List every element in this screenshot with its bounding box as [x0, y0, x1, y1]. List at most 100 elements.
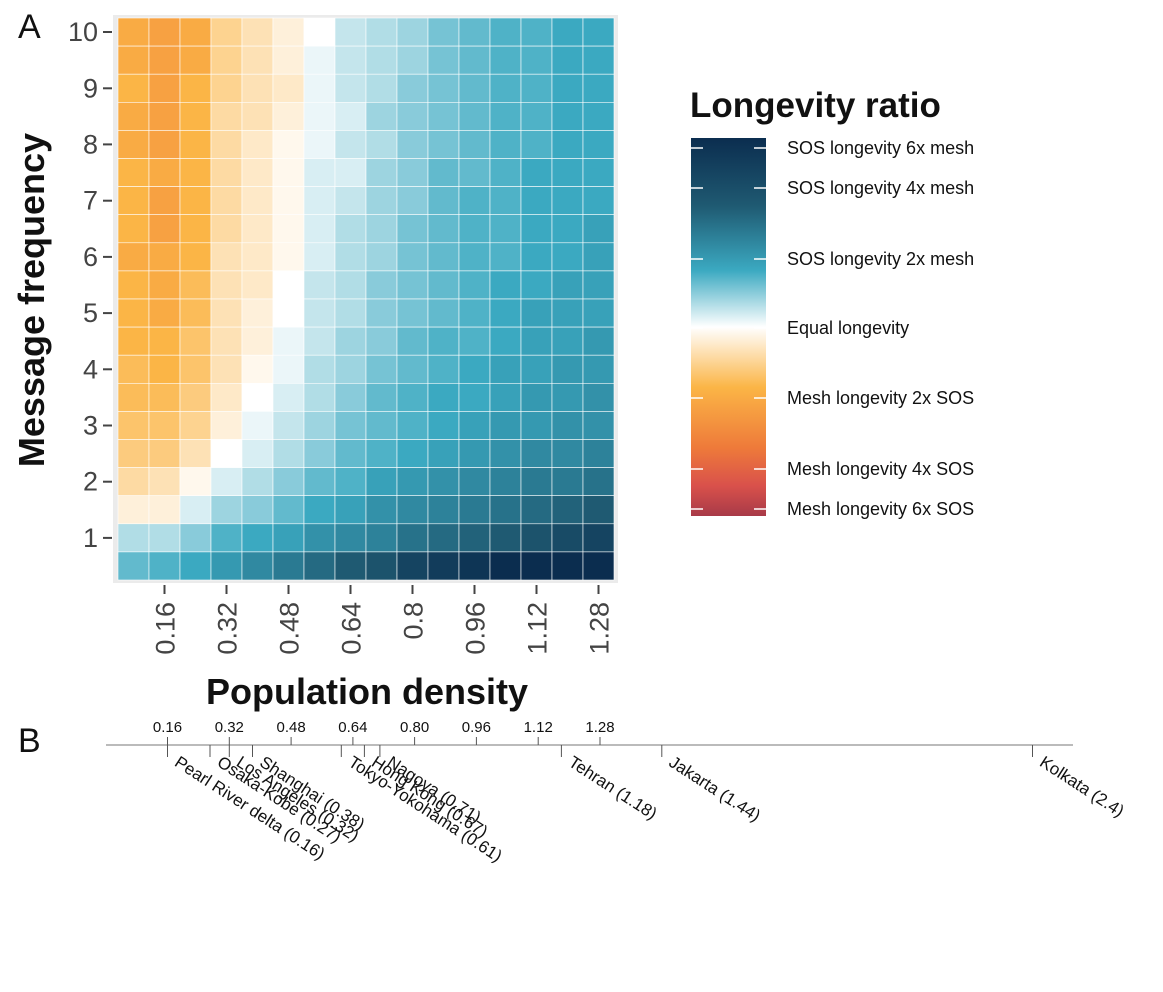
x-tick-label: 0.64 — [337, 602, 367, 655]
heatmap-cell — [148, 102, 181, 131]
legend-colorbar — [691, 138, 766, 516]
heatmap-cell — [241, 439, 274, 468]
heatmap-cell — [582, 45, 615, 75]
heatmap-cell — [272, 495, 305, 525]
heatmap-cell — [241, 17, 274, 47]
x-tick-label: 1.28 — [585, 602, 615, 655]
heatmap-cell — [427, 270, 460, 300]
heatmap-cell — [365, 298, 398, 328]
heatmap-cell — [179, 551, 212, 581]
heatmap-cell — [458, 354, 491, 384]
heatmap-cell — [458, 17, 491, 47]
heatmap-cell — [520, 411, 553, 440]
heatmap-cell — [427, 45, 460, 75]
heatmap-cell — [272, 102, 305, 131]
heatmap-cell — [396, 495, 429, 525]
heatmap-cell — [520, 214, 553, 244]
legend-label: Mesh longevity 4x SOS — [787, 459, 974, 479]
heatmap-cell — [179, 242, 212, 272]
heatmap-cell — [427, 495, 460, 525]
heatmap-cell — [303, 17, 336, 47]
x-tick-label: 0.8 — [399, 602, 429, 640]
heatmap-cell — [148, 523, 181, 553]
heatmap-cell — [179, 467, 212, 497]
heatmap-cells — [117, 17, 615, 581]
heatmap-cell — [489, 382, 522, 412]
heatmap-cell — [489, 45, 522, 75]
panel-label-b: B — [18, 722, 41, 760]
heatmap-cell — [489, 523, 522, 553]
heatmap-cell — [241, 214, 274, 244]
heatmap-cell — [334, 186, 367, 216]
heatmap-cell — [210, 45, 243, 75]
density-tick-label: 1.12 — [524, 719, 553, 736]
heatmap-cell — [272, 242, 305, 272]
heatmap-cell — [148, 73, 181, 103]
heatmap-cell — [582, 270, 615, 300]
heatmap-cell — [303, 411, 336, 440]
heatmap-cell — [148, 17, 181, 47]
heatmap-cell — [396, 326, 429, 356]
heatmap-cell — [551, 298, 584, 328]
heatmap-cell — [303, 439, 336, 468]
heatmap-cell — [148, 439, 181, 468]
heatmap-cell — [427, 17, 460, 47]
heatmap-cell — [303, 130, 336, 159]
y-tick-label: 8 — [83, 129, 98, 159]
heatmap-cell — [241, 326, 274, 356]
heatmap-cell — [582, 495, 615, 525]
heatmap-cell — [551, 214, 584, 244]
heatmap-cell — [427, 73, 460, 103]
heatmap-cell — [582, 354, 615, 384]
heatmap-cell — [117, 130, 150, 159]
heatmap-cell — [272, 130, 305, 159]
heatmap-cell — [303, 242, 336, 272]
heatmap-cell — [241, 354, 274, 384]
heatmap-cell — [117, 382, 150, 412]
heatmap-cell — [303, 467, 336, 497]
legend-title: Longevity ratio — [690, 86, 941, 125]
heatmap-cell — [148, 495, 181, 525]
heatmap-cell — [458, 130, 491, 159]
heatmap-cell — [582, 73, 615, 103]
heatmap-cell — [520, 354, 553, 384]
heatmap-cell — [582, 102, 615, 131]
heatmap-cell — [520, 551, 553, 581]
heatmap-cell — [210, 495, 243, 525]
heatmap-cell — [241, 186, 274, 216]
heatmap-cell — [396, 467, 429, 497]
city-label: Jakarta (1.44) — [666, 752, 764, 825]
heatmap-cell — [210, 158, 243, 187]
heatmap-cell — [210, 73, 243, 103]
heatmap-cell — [520, 298, 553, 328]
panel-label-a: A — [18, 8, 41, 46]
heatmap-cell — [210, 439, 243, 468]
heatmap-cell — [148, 270, 181, 300]
x-tick-label: 0.48 — [275, 602, 305, 655]
heatmap-cell — [458, 242, 491, 272]
heatmap-cell — [520, 270, 553, 300]
legend-label: Mesh longevity 2x SOS — [787, 388, 974, 408]
heatmap-cell — [582, 439, 615, 468]
density-axis: 0.16 0.32 0.48 0.64 0.80 0.96 1.12 1.28 — [153, 719, 615, 745]
heatmap-cell — [210, 523, 243, 553]
heatmap-cell — [365, 411, 398, 440]
heatmap-cell — [148, 158, 181, 187]
y-tick-label: 10 — [68, 17, 98, 47]
density-tick-label: 0.32 — [215, 719, 244, 736]
heatmap-cell — [396, 102, 429, 131]
heatmap-cell — [396, 186, 429, 216]
legend: SOS longevity 6x mesh SOS longevity 4x me… — [691, 138, 974, 519]
heatmap-cell — [551, 130, 584, 159]
heatmap-cell — [303, 45, 336, 75]
heatmap-cell — [458, 45, 491, 75]
heatmap-cell — [427, 382, 460, 412]
heatmap-cell — [179, 73, 212, 103]
heatmap-cell — [582, 186, 615, 216]
heatmap-cell — [427, 298, 460, 328]
heatmap-cell — [365, 523, 398, 553]
x-tick-label: 1.12 — [523, 602, 553, 655]
heatmap-cell — [551, 45, 584, 75]
heatmap-cell — [148, 551, 181, 581]
heatmap-cell — [210, 102, 243, 131]
